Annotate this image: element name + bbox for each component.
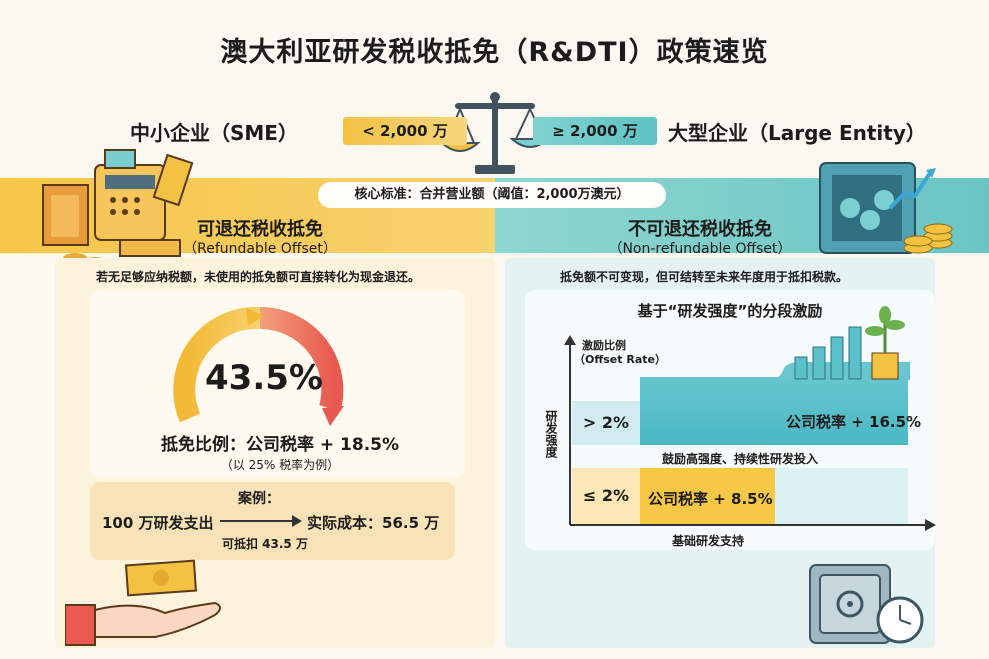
sme-ratio: 抵免比例：公司税率 + 18.5%	[160, 435, 400, 455]
y-axis-label-en: （Offset Rate）	[574, 353, 666, 366]
cash-register-icon	[42, 149, 194, 267]
sme-heading-en: （Refundable Offset）	[183, 241, 337, 257]
large-heading-en: （Non-refundable Offset）	[608, 241, 792, 257]
sme-title: 中小企业（SME）	[130, 121, 298, 145]
high-rate-band	[640, 377, 908, 445]
sme-rate: 43.5%	[205, 358, 323, 398]
hand-cash-icon	[65, 559, 221, 646]
low-rate-band	[640, 468, 775, 524]
large-heading: 不可退还税收抵免	[628, 219, 772, 240]
large-threshold: ≥ 2,000 万	[533, 117, 657, 145]
case-title: 案例：	[238, 491, 280, 507]
high-rate: 公司税率 + 16.5%	[786, 413, 922, 431]
vault-icon	[809, 564, 924, 644]
chart-axes	[564, 335, 936, 531]
y-axis-label: 激励比例	[582, 339, 626, 352]
high-note: 鼓励高强度、持续性研发投入	[662, 452, 819, 466]
sme-description: 若无足够应纳税额，未使用的抵免额可直接转化为现金退还。	[96, 270, 421, 284]
low-rate-base	[775, 468, 908, 524]
plant-icon	[794, 306, 905, 380]
sme-heading: 可退还税收抵免	[197, 219, 323, 240]
base-label: 基础研发支持	[672, 534, 745, 548]
chart-title: 基于“研发强度”的分段激励	[637, 302, 823, 320]
x-strength-label: 研发强度	[544, 410, 558, 458]
safe-icon	[819, 162, 953, 254]
core-criteria: 核心标准：合并营业额（阈值：2,000万澳元）	[318, 182, 666, 208]
large-description: 抵免额不可变现，但可结转至未来年度用于抵扣税款。	[560, 270, 849, 284]
case-credit: 可抵扣 43.5 万	[222, 537, 308, 551]
sme-ratio-note: （以 25% 税率为例）	[220, 458, 340, 472]
case-cost: 实际成本：56.5 万	[307, 514, 440, 532]
high-label: > 2%	[572, 401, 640, 445]
low-rate: 公司税率 + 8.5%	[648, 490, 773, 508]
page-title: 澳大利亚研发税收抵免（R&DTI）政策速览	[220, 37, 769, 68]
arrow-right-icon	[220, 515, 302, 527]
large-title: 大型企业（Large Entity）	[668, 121, 926, 145]
low-label: ≤ 2%	[572, 468, 640, 524]
rate-gauge	[173, 306, 344, 426]
sme-threshold: < 2,000 万	[343, 117, 467, 145]
case-input: 100 万研发支出	[102, 514, 214, 532]
